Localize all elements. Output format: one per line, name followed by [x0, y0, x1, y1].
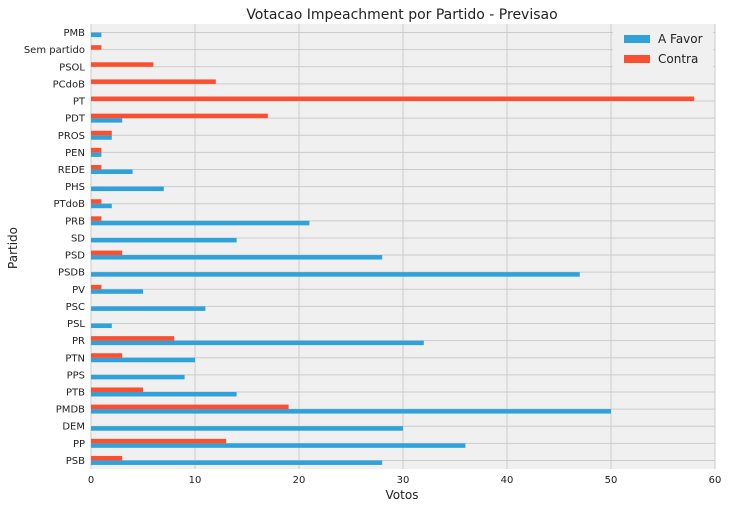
y-tick-label: DEM — [62, 422, 85, 433]
chart-title: Votacao Impeachment por Partido - Previs… — [246, 7, 557, 23]
bar-contra — [91, 96, 695, 102]
bar-contra — [91, 113, 268, 119]
y-tick-label: PSC — [66, 302, 85, 313]
bar-a-favor — [91, 237, 237, 243]
legend-label-a-favor: A Favor — [658, 32, 703, 46]
y-tick-label: PEN — [65, 148, 85, 159]
bar-a-favor — [91, 186, 164, 192]
bar-a-favor — [91, 118, 123, 123]
legend-box — [613, 27, 713, 71]
bar-contra — [91, 284, 102, 290]
bar-contra — [91, 336, 175, 341]
bar-contra — [91, 130, 112, 136]
y-tick-label: PP — [73, 439, 85, 450]
y-tick-label: PSB — [66, 456, 85, 467]
bar-a-favor — [91, 220, 310, 226]
bar-a-favor — [91, 289, 143, 294]
legend-label-contra: Contra — [658, 52, 698, 66]
bar-a-favor — [91, 169, 133, 174]
x-axis-title: Votos — [386, 488, 419, 502]
legend-swatch-contra — [624, 55, 650, 63]
x-tick-label: 50 — [605, 475, 618, 486]
bar-a-favor — [91, 460, 383, 465]
y-tick-label: PSDB — [58, 268, 85, 279]
y-tick-label: PT — [73, 97, 86, 108]
bar-a-favor — [91, 306, 206, 311]
bar-contra — [91, 353, 123, 358]
y-tick-label: PSL — [67, 319, 85, 330]
y-tick-label: PHS — [65, 182, 85, 193]
legend-swatch-a-favor — [624, 35, 650, 43]
bar-contra — [91, 147, 102, 153]
bar-a-favor — [91, 135, 112, 140]
bar-a-favor — [91, 323, 112, 329]
y-axis-title: Partido — [6, 227, 20, 269]
y-tick-label: SD — [71, 233, 85, 244]
bar-contra — [91, 216, 102, 221]
bar-contra — [91, 438, 227, 444]
y-tick-label: PMB — [63, 28, 85, 39]
bar-a-favor — [91, 409, 611, 414]
bar-contra — [91, 455, 123, 461]
bars — [91, 32, 695, 465]
bar-a-favor — [91, 32, 102, 38]
bar-a-favor — [91, 374, 185, 380]
y-tick-label: PTN — [65, 353, 85, 364]
bar-contra — [91, 45, 102, 50]
legend: A Favor Contra — [613, 27, 713, 71]
y-tick-label: REDE — [58, 165, 85, 176]
y-tick-label: PSD — [65, 251, 85, 262]
x-tick-labels: 0 10 20 30 40 50 60 — [88, 475, 722, 486]
bar-contra — [91, 79, 216, 84]
y-tick-label: PV — [72, 285, 85, 296]
x-tick-label: 60 — [709, 475, 722, 486]
y-tick-label: PCdoB — [53, 79, 85, 90]
bar-a-favor — [91, 272, 580, 277]
bar-a-favor — [91, 203, 112, 209]
bar-contra — [91, 199, 102, 204]
bar-a-favor — [91, 152, 102, 157]
bar-contra — [91, 404, 289, 410]
bar-contra — [91, 250, 123, 256]
bar-a-favor — [91, 255, 383, 260]
y-tick-label: PSOL — [59, 62, 85, 73]
x-tick-label: 40 — [501, 475, 514, 486]
bar-contra — [91, 387, 143, 392]
bar-a-favor — [91, 391, 237, 397]
y-tick-label: PMDB — [56, 405, 85, 416]
y-tick-label: PTB — [66, 387, 85, 398]
x-tick-label: 0 — [88, 475, 94, 486]
y-tick-label: Sem partido — [24, 45, 85, 56]
bar-a-favor — [91, 340, 424, 346]
y-tick-label: PR — [72, 336, 85, 347]
x-tick-label: 30 — [397, 475, 410, 486]
bar-contra — [91, 62, 154, 67]
y-tick-label: PRB — [65, 216, 85, 227]
bar-a-favor — [91, 443, 466, 448]
y-tick-label: PTdoB — [54, 199, 86, 210]
x-tick-label: 20 — [293, 475, 306, 486]
bar-contra — [91, 164, 102, 170]
y-tick-label: PDT — [65, 114, 86, 125]
y-tick-label: PPS — [67, 370, 85, 381]
y-tick-labels: PMB Sem partido PSOL PCdoB PT PDT PROS PEN REDE P… — [24, 28, 86, 467]
bar-a-favor — [91, 357, 195, 363]
x-tick-label: 10 — [189, 475, 202, 486]
bar-a-favor — [91, 426, 403, 431]
y-tick-label: PROS — [58, 131, 85, 142]
